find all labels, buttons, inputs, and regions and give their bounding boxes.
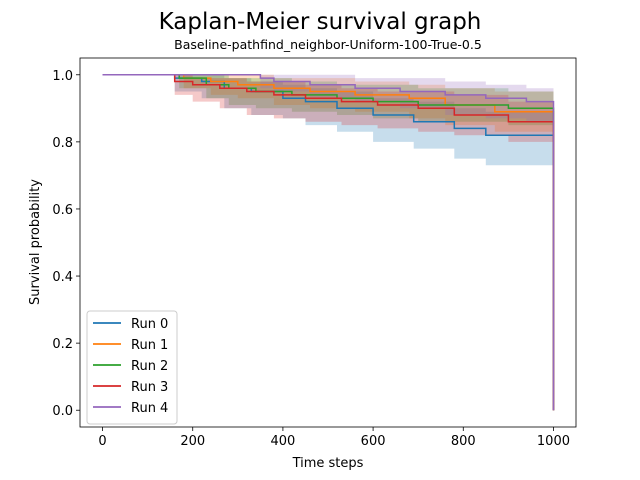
- confidence-band-run-3: [102, 74, 554, 146]
- chart-title: Kaplan-Meier survival graph: [159, 9, 482, 35]
- y-tick-label: 0.0: [52, 404, 73, 419]
- confidence-bands: [102, 74, 554, 169]
- y-axis-ticks: 0.0 0.2 0.4 0.6 0.8 1.0: [52, 69, 80, 419]
- survival-line-run-0: [102, 74, 555, 411]
- legend: Run 0 Run 1 Run 2 Run 3 Run 4: [86, 310, 178, 425]
- legend-label-run-1: Run 1: [131, 338, 168, 353]
- legend-label-run-3: Run 3: [131, 380, 168, 395]
- x-tick-label: 200: [180, 434, 205, 449]
- confidence-band-run-1: [102, 74, 554, 136]
- y-tick-label: 0.8: [52, 136, 73, 151]
- y-axis-label: Survival probability: [28, 179, 43, 305]
- legend-label-run-2: Run 2: [131, 359, 168, 374]
- x-tick-label: 400: [270, 434, 295, 449]
- legend-box: [86, 310, 178, 425]
- legend-label-run-0: Run 0: [131, 317, 168, 332]
- y-tick-label: 0.2: [52, 337, 73, 352]
- survival-lines: [102, 74, 555, 411]
- x-tick-label: 600: [361, 434, 386, 449]
- plot-frame: [79, 57, 577, 428]
- survival-line-run-4: [102, 74, 555, 411]
- survival-line-run-3: [102, 74, 555, 411]
- y-tick-label: 0.6: [52, 203, 73, 218]
- x-tick-label: 800: [451, 434, 476, 449]
- y-tick-label: 0.4: [52, 270, 73, 285]
- confidence-band-run-0: [102, 74, 554, 169]
- chart-subtitle: Baseline-pathfind_neighbor-Uniform-100-T…: [174, 37, 482, 52]
- x-tick-label: 0: [98, 434, 106, 449]
- x-axis-ticks: 0 200 400 600 800 1000: [98, 427, 570, 449]
- confidence-band-run-2: [102, 74, 554, 126]
- x-axis-label: Time steps: [292, 456, 364, 471]
- survival-line-run-1: [102, 74, 555, 411]
- x-tick-label: 1000: [537, 434, 570, 449]
- y-tick-label: 1.0: [52, 69, 73, 84]
- legend-label-run-4: Run 4: [131, 401, 168, 416]
